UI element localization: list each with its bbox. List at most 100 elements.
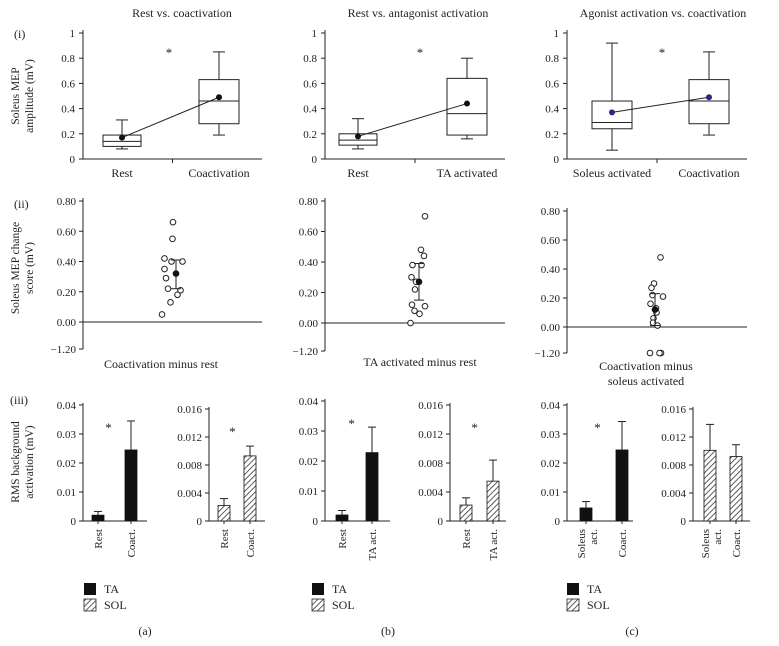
row3-title-a: Coactivation minus rest (104, 357, 219, 371)
mean-marker (119, 134, 125, 141)
data-point (169, 235, 176, 243)
data-point (409, 261, 416, 269)
legend-b-sol-swatch (311, 598, 325, 612)
x-tick-label: Soleus activated (573, 166, 651, 180)
x-tick-label: Soleus (700, 529, 712, 558)
y-tick-label: 0 (681, 516, 687, 528)
mean-marker (706, 94, 712, 101)
x-tick-label: Soleus (576, 529, 588, 558)
y-tick-label: 0.004 (661, 488, 686, 500)
y-tick-label: 0.02 (541, 458, 560, 470)
data-point (657, 254, 664, 261)
bar (124, 449, 138, 522)
mean-connector (121, 96, 220, 139)
y-tick-label: 0.6 (545, 78, 559, 90)
y-tick-label: 0.008 (661, 460, 686, 472)
y-tick-label: 0.4 (545, 104, 559, 116)
legend-c-ta-label: TA (587, 582, 602, 596)
y-tick-label: 0.00 (299, 318, 319, 330)
bar (729, 456, 743, 522)
y-tick-label: 0.20 (57, 287, 77, 299)
y-tick-label: 0 (70, 154, 76, 166)
row3-title-c-line2: soleus activated (608, 374, 684, 388)
x-tick-label: Coact. (126, 529, 138, 558)
mean-marker (651, 306, 659, 313)
y-tick-label: 0.2 (61, 129, 75, 141)
row3-title-c-line1: Coactivation minus (599, 359, 693, 373)
data-point (174, 291, 181, 299)
bar (703, 449, 717, 522)
data-point (649, 291, 656, 299)
y-tick-label: 0 (438, 516, 444, 528)
y-tick-label: 0.60 (299, 227, 319, 239)
y-tick-label: 0.60 (57, 226, 77, 238)
y-tick-label: 0 (197, 516, 203, 528)
x-tick-label: Coact. (245, 529, 257, 558)
ylabel-row2-line1: Soleus MEP change (10, 222, 22, 314)
data-point (158, 311, 166, 318)
significance-star: * (659, 45, 666, 60)
y-tick-label: 0.4 (303, 104, 317, 116)
data-point (179, 258, 186, 265)
y-tick-label: 0.40 (57, 257, 77, 269)
legend-b-sol-label: SOL (332, 598, 355, 612)
chart-c-iii-ta: 0 0.01 0.02 0.03 0.04 Soleus act. Coact. * (541, 400, 633, 558)
x-tick-label: Rest (111, 166, 133, 180)
y-tick-label: 0.03 (57, 429, 77, 441)
bar (459, 504, 473, 522)
significance-star: * (594, 420, 601, 435)
ylabel-row1-line2: amplitude (mV) (24, 59, 36, 133)
y-tick-label: 0.03 (299, 426, 319, 438)
y-tick-label: 0.004 (418, 487, 443, 499)
y-tick-label: −1.20 (51, 344, 77, 356)
y-tick-label: 0.012 (418, 429, 443, 441)
y-tick-label: 0.03 (541, 429, 561, 441)
legend-a-ta-label: TA (104, 582, 119, 596)
data-point (161, 265, 168, 273)
data-point (646, 349, 654, 357)
data-point (421, 212, 429, 220)
legend-b-ta-label: TA (332, 582, 347, 596)
y-tick-label: 0.016 (661, 404, 686, 416)
mean-marker (464, 100, 470, 107)
y-tick-label: 0 (71, 516, 77, 528)
legend-a: TA SOL (83, 582, 127, 612)
box (591, 100, 633, 130)
chart-title: Rest vs. antagonist activation (348, 6, 489, 20)
x-tick-label: TA activated (437, 166, 498, 180)
bar (365, 452, 379, 522)
chart-a-i: Rest vs. coactivation 0 0.2 0.4 0.6 0.8 1 Rest C… (61, 6, 262, 180)
x-tick-label: act. (712, 529, 724, 545)
y-tick-label: 0 (555, 516, 561, 528)
row-label-ii: (ii) (14, 197, 29, 211)
chart-b-iii-sol: 0 0.004 0.008 0.012 0.016 Rest TA act. * (418, 400, 506, 561)
box (688, 79, 730, 125)
y-tick-label: 0 (313, 516, 319, 528)
x-tick-label: Rest (347, 166, 369, 180)
bar (91, 514, 105, 522)
data-point (411, 307, 418, 315)
ylabel-row2: Soleus MEP change score (mV) (10, 222, 36, 314)
y-tick-label: 0.02 (299, 456, 318, 468)
legend-c-sol-label: SOL (587, 598, 610, 612)
y-tick-label: 0.016 (177, 404, 202, 416)
box (198, 79, 240, 125)
x-tick-label: Coactivation (188, 166, 249, 180)
mean-marker (415, 278, 423, 286)
x-tick-label: Rest (219, 529, 231, 549)
y-tick-label: 0.012 (177, 432, 202, 444)
x-tick-label: Rest (93, 529, 105, 549)
row-label-i: (i) (14, 27, 25, 41)
significance-star: * (348, 416, 355, 431)
y-tick-label: 0.8 (303, 53, 317, 65)
y-tick-label: 0.00 (541, 322, 561, 334)
x-tick-label: Coact. (617, 529, 629, 558)
significance-star: * (471, 420, 478, 435)
y-tick-label: 0.00 (57, 317, 77, 329)
box (446, 77, 488, 136)
row3-title-b: TA activated minus rest (363, 355, 477, 369)
row-label-iii: (iii) (10, 393, 28, 407)
legend-a-sol-swatch (83, 598, 97, 612)
x-tick-label: Coact. (731, 529, 743, 558)
